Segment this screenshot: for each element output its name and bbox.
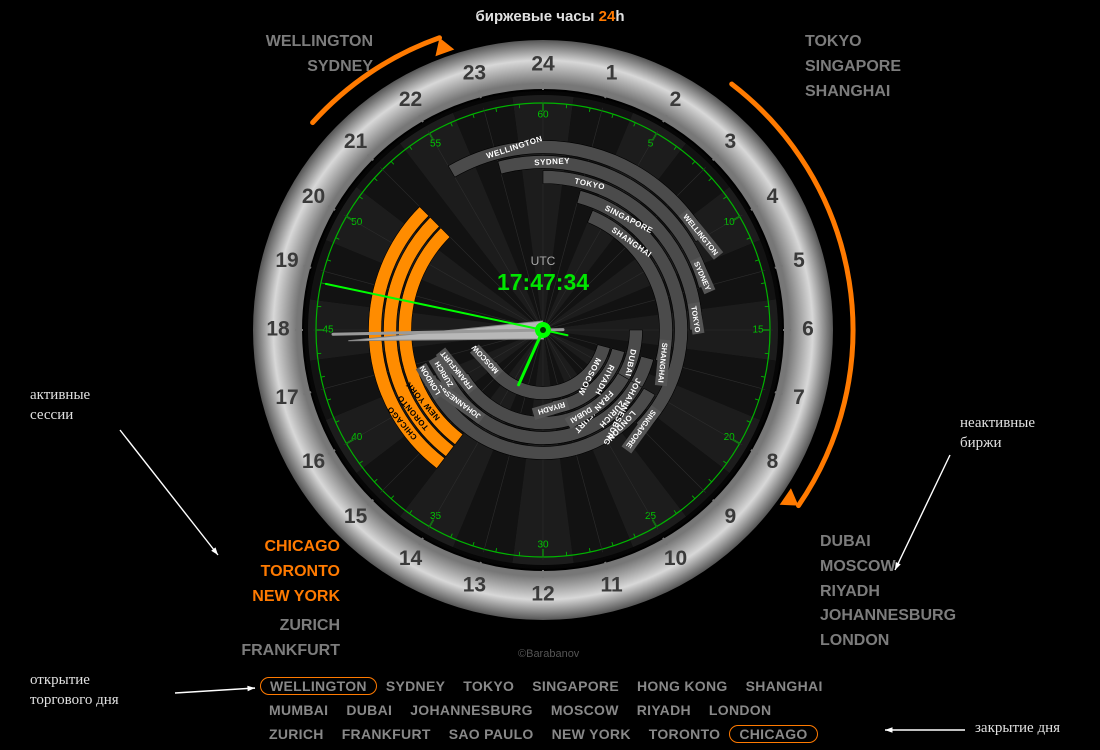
svg-text:18: 18 (266, 318, 290, 341)
svg-text:4: 4 (767, 185, 779, 208)
svg-text:19: 19 (275, 249, 298, 272)
svg-text:3: 3 (725, 130, 737, 153)
svg-text:15: 15 (344, 505, 368, 528)
svg-text:2: 2 (670, 88, 682, 111)
svg-text:1: 1 (606, 62, 618, 85)
svg-text:16: 16 (302, 450, 325, 473)
svg-text:UTC: UTC (531, 254, 556, 268)
svg-text:10: 10 (664, 547, 687, 570)
svg-text:12: 12 (531, 583, 554, 606)
svg-text:7: 7 (793, 386, 805, 409)
svg-text:11: 11 (600, 574, 623, 597)
svg-text:17: 17 (275, 386, 298, 409)
svg-text:6: 6 (802, 318, 814, 341)
svg-text:23: 23 (463, 62, 486, 85)
svg-text:17:47:34: 17:47:34 (497, 269, 589, 295)
svg-text:14: 14 (399, 547, 423, 570)
clock-svg: 5101520253035404550556012345678910111213… (0, 0, 1100, 750)
svg-text:20: 20 (302, 185, 325, 208)
svg-text:22: 22 (399, 88, 422, 111)
svg-text:8: 8 (767, 450, 779, 473)
svg-text:5: 5 (793, 249, 805, 272)
svg-text:21: 21 (344, 130, 368, 153)
svg-text:SYDNEY: SYDNEY (534, 156, 570, 167)
svg-text:24: 24 (531, 53, 555, 76)
svg-text:13: 13 (463, 574, 486, 597)
svg-text:9: 9 (725, 505, 737, 528)
